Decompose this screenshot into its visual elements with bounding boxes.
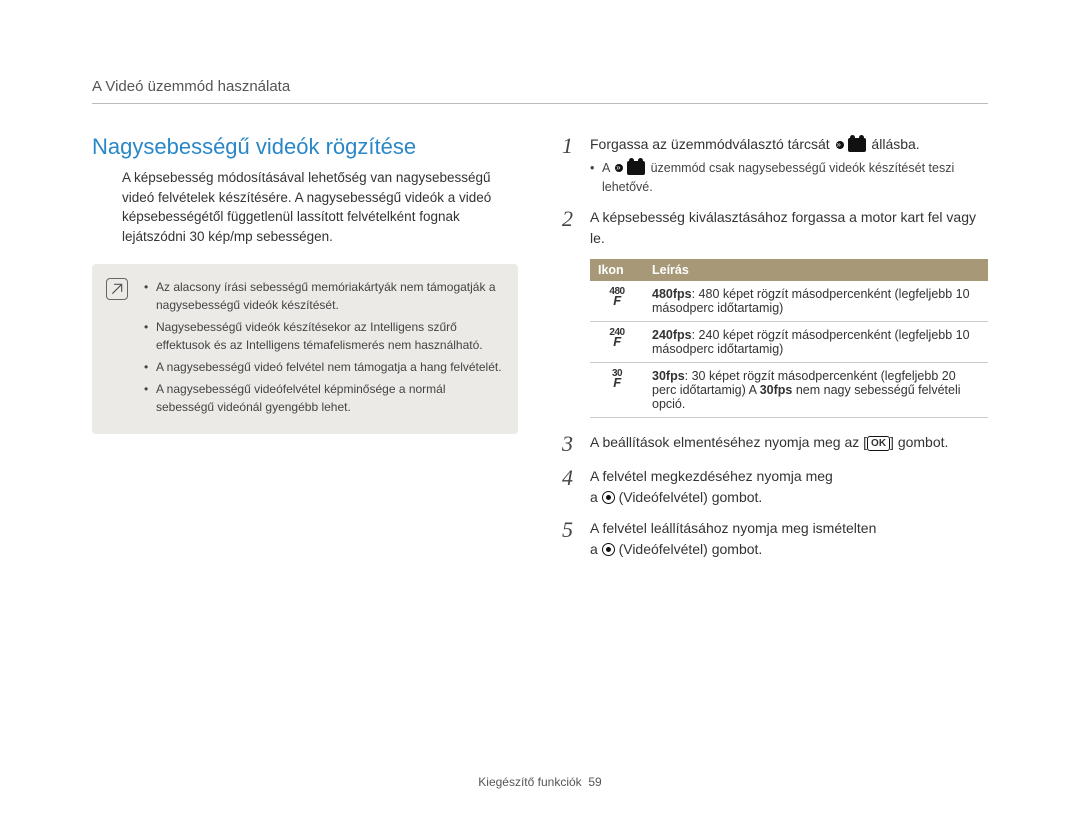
fps-30-icon: 30F: [612, 369, 622, 389]
step-text: Forgassa az üzemmódválasztó tárcsát: [590, 136, 834, 152]
fps-bold: 30fps: [760, 383, 793, 397]
camera-icon: [627, 161, 645, 175]
speed-icon: [615, 164, 623, 172]
fps-bold: 480fps: [652, 287, 692, 301]
left-column: Nagysebességű videók rögzítése A képsebe…: [92, 134, 518, 570]
sub-text: A: [602, 161, 613, 175]
step-3: 3 A beállítások elmentéséhez nyomja meg …: [562, 432, 988, 456]
table-row: 240F 240fps: 240 képet rögzít másodperce…: [590, 321, 988, 362]
step-text: (Videófelvétel) gombot.: [615, 489, 763, 505]
footer-page: 59: [588, 775, 601, 789]
fps-desc: : 240 képet rögzít másodpercenként (legf…: [652, 328, 970, 356]
sub-text: üzemmód csak nagysebességű videók készít…: [602, 161, 954, 194]
note-item: Az alacsony írási sebességű memóriakárty…: [144, 278, 502, 314]
note-box: Az alacsony írási sebességű memóriakárty…: [92, 264, 518, 434]
content-columns: Nagysebességű videók rögzítése A képsebe…: [92, 134, 988, 570]
fps-table: Ikon Leírás 480F 480fps: 480 képet rögzí…: [590, 259, 988, 418]
fps-bold: 240fps: [652, 328, 692, 342]
speed-icon: [836, 141, 844, 149]
step-text: A beállítások elmentéséhez nyomja meg az…: [590, 434, 867, 450]
step-text: A felvétel megkezdéséhez nyomja meg: [590, 466, 988, 487]
note-item: A nagysebességű videófelvétel képminőség…: [144, 380, 502, 416]
camera-icon: [848, 138, 866, 152]
step-text: állásba.: [868, 136, 920, 152]
table-row: 30F 30fps: 30 képet rögzít másodpercenké…: [590, 362, 988, 417]
table-head-icon: Ikon: [590, 259, 644, 281]
step-text: ] gombot.: [890, 434, 948, 450]
step-text: (Videófelvétel) gombot.: [615, 541, 763, 557]
record-button-icon: [602, 491, 615, 504]
note-list: Az alacsony írási sebességű memóriakárty…: [144, 278, 502, 416]
right-column: 1 Forgassa az üzemmódválasztó tárcsát ál…: [562, 134, 988, 570]
section-title: Nagysebességű videók rögzítése: [92, 134, 518, 160]
fps-480-icon: 480F: [609, 287, 624, 307]
step-text: a: [590, 541, 602, 557]
footer-label: Kiegészítő funkciók: [478, 775, 581, 789]
step-number: 5: [562, 518, 590, 560]
step-number: 2: [562, 207, 590, 249]
step-5: 5 A felvétel leállításához nyomja meg is…: [562, 518, 988, 560]
step-text: A képsebesség kiválasztásához forgassa a…: [590, 207, 988, 249]
page-footer: Kiegészítő funkciók 59: [0, 775, 1080, 789]
record-button-icon: [602, 543, 615, 556]
note-icon: [106, 278, 128, 300]
step-number: 3: [562, 432, 590, 456]
note-item: A nagysebességű videó felvétel nem támog…: [144, 358, 502, 376]
intro-paragraph: A képsebesség módosításával lehetőség va…: [92, 168, 518, 246]
step-text: A felvétel leállításához nyomja meg ismé…: [590, 518, 988, 539]
step-1: 1 Forgassa az üzemmódválasztó tárcsát ál…: [562, 134, 988, 197]
fps-desc: : 480 képet rögzít másodpercenként (legf…: [652, 287, 970, 315]
fps-240-icon: 240F: [609, 328, 624, 348]
table-head-desc: Leírás: [644, 259, 988, 281]
table-row: 480F 480fps: 480 képet rögzít másodperce…: [590, 281, 988, 322]
step-4: 4 A felvétel megkezdéséhez nyomja meg a …: [562, 466, 988, 508]
fps-bold: 30fps: [652, 369, 685, 383]
page-header: A Videó üzemmód használata: [92, 78, 988, 104]
ok-button-icon: OK: [867, 436, 890, 451]
step-2: 2 A képsebesség kiválasztásához forgassa…: [562, 207, 988, 249]
step-text: a: [590, 489, 602, 505]
step-number: 1: [562, 134, 590, 197]
step-sub: A üzemmód csak nagysebességű videók kész…: [590, 159, 988, 197]
note-item: Nagysebességű videók készítésekor az Int…: [144, 318, 502, 354]
step-number: 4: [562, 466, 590, 508]
